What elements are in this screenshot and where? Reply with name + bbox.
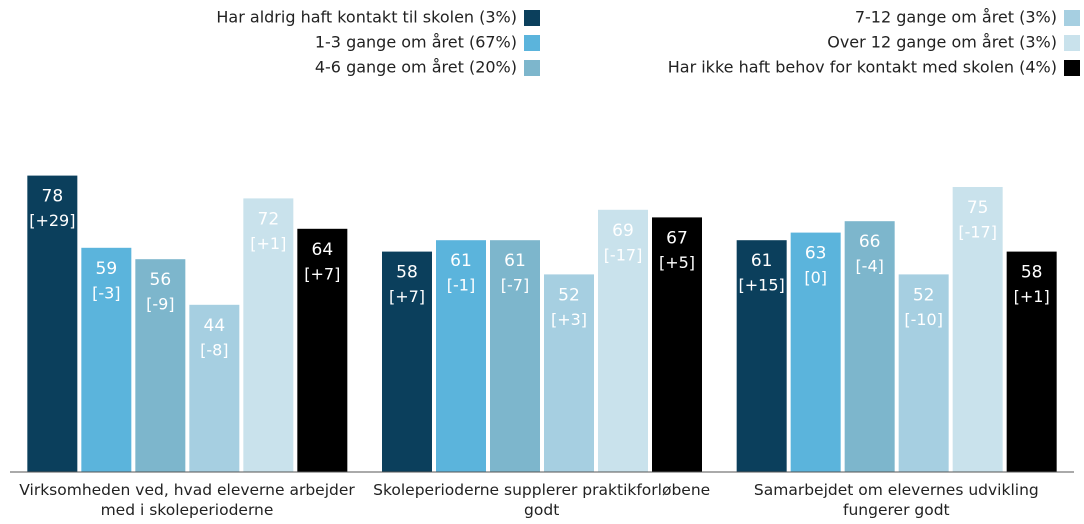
value-label: 75	[967, 198, 989, 218]
legend-label: 7-12 gange om året (3%)	[855, 8, 1057, 27]
change-label: [-1]	[447, 276, 475, 295]
change-label: [-17]	[604, 245, 643, 264]
bar	[27, 175, 78, 472]
value-label: 67	[666, 228, 688, 248]
bar	[189, 304, 240, 472]
bar	[952, 187, 1003, 472]
value-label: 59	[96, 259, 118, 279]
bar	[490, 240, 540, 472]
legend-swatch	[524, 35, 540, 51]
bar	[790, 232, 841, 472]
change-label: [-3]	[92, 283, 120, 302]
bar	[436, 240, 486, 472]
change-label: [+29]	[29, 211, 75, 230]
legend-label: Har aldrig haft kontakt til skolen (3%)	[216, 8, 517, 27]
change-label: [-4]	[855, 257, 883, 276]
legend-swatch	[1064, 10, 1080, 26]
change-label: [+15]	[739, 276, 785, 295]
legend-swatch	[1064, 60, 1080, 76]
legend-label: 4-6 gange om året (20%)	[315, 58, 517, 77]
legend-swatch	[524, 10, 540, 26]
change-label: [-9]	[146, 295, 174, 314]
value-label: 78	[42, 187, 64, 207]
change-label: [+1]	[250, 234, 286, 253]
bar	[652, 217, 702, 472]
value-label: 72	[258, 209, 280, 229]
value-label: 61	[450, 251, 472, 271]
value-label: 66	[859, 232, 881, 252]
value-label: 58	[1021, 263, 1043, 283]
bar	[297, 228, 348, 472]
change-label: [-7]	[501, 276, 529, 295]
legend-swatch	[524, 60, 540, 76]
change-label: [+3]	[551, 310, 587, 329]
bar	[898, 274, 949, 472]
bar	[135, 259, 186, 472]
change-label: [+1]	[1014, 287, 1050, 306]
bar	[81, 247, 132, 472]
change-label: [+7]	[389, 287, 425, 306]
value-label: 61	[751, 251, 773, 271]
bar	[1006, 251, 1057, 472]
value-label: 52	[913, 285, 935, 305]
change-label: [+5]	[659, 253, 695, 272]
legend-label: Over 12 gange om året (3%)	[827, 33, 1057, 52]
bar	[598, 209, 648, 473]
value-label: 69	[612, 221, 634, 241]
bar	[382, 251, 432, 472]
change-label: [-8]	[200, 340, 228, 359]
value-label: 44	[204, 316, 226, 336]
x-tick-label: Skoleperioderne supplerer praktikforløbe…	[373, 481, 711, 519]
legend-swatch	[1064, 35, 1080, 51]
bar	[243, 198, 294, 472]
change-label: [-10]	[904, 310, 943, 329]
x-tick-label: Samarbejdet om elevernes udvikling funge…	[753, 481, 1039, 519]
value-label: 61	[504, 251, 526, 271]
bar	[844, 221, 895, 472]
change-label: [+7]	[304, 264, 340, 283]
x-tick-label: Virksomheden ved, hvad eleverne arbejder…	[19, 481, 355, 519]
value-label: 52	[558, 285, 580, 305]
change-label: [0]	[804, 268, 827, 287]
value-label: 58	[396, 263, 418, 283]
change-label: [-17]	[958, 223, 997, 242]
bar	[544, 274, 594, 472]
legend-label: 1-3 gange om året (67%)	[315, 33, 517, 52]
value-label: 56	[150, 270, 172, 290]
value-label: 63	[805, 244, 827, 264]
bar	[736, 240, 787, 472]
value-label: 64	[312, 240, 334, 260]
legend-label: Har ikke haft behov for kontakt med skol…	[668, 58, 1057, 77]
